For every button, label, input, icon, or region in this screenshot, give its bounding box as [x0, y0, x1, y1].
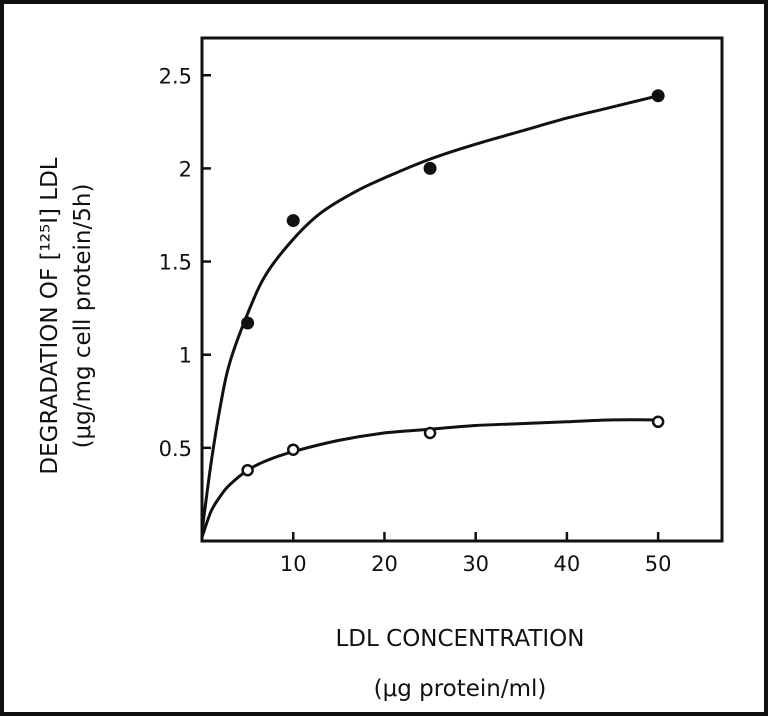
series-2-curve [200, 418, 659, 538]
y-axis-title: DEGRADATION OF [¹²⁵I] LDL [37, 157, 63, 474]
y-axis-unit: (μg/mg cell protein/5h) [70, 184, 96, 449]
x-tick-label: 30 [462, 552, 489, 576]
plot-area: 10 20 30 40 50 0.5 1 1.5 2 2.5 [159, 36, 724, 576]
y-tick-label: 1 [179, 344, 192, 368]
x-tick-label: 10 [280, 552, 307, 576]
filled-circle-marker [286, 214, 300, 228]
open-circle-marker [286, 443, 300, 456]
x-tick-label: 40 [554, 552, 581, 576]
series-1-curve [200, 94, 659, 532]
y-tick-label: 2 [179, 157, 192, 181]
y-tick-label: 2.5 [159, 64, 192, 88]
x-tick-label: 50 [645, 552, 672, 576]
y-tick-label: 0.5 [159, 437, 192, 461]
filled-circle-marker [423, 161, 437, 175]
open-circle-marker [241, 463, 254, 477]
filled-circle-marker [651, 89, 665, 103]
filled-circle-marker [241, 316, 255, 330]
open-circle-marker [423, 426, 437, 440]
x-axis-title: LDL CONCENTRATION [335, 626, 584, 652]
y-tick-label: 1.5 [159, 251, 192, 275]
x-axis-unit: (μg protein/ml) [374, 676, 547, 702]
open-circle-marker [651, 415, 665, 429]
plot-border [200, 36, 724, 543]
x-tick-label: 20 [371, 552, 398, 576]
